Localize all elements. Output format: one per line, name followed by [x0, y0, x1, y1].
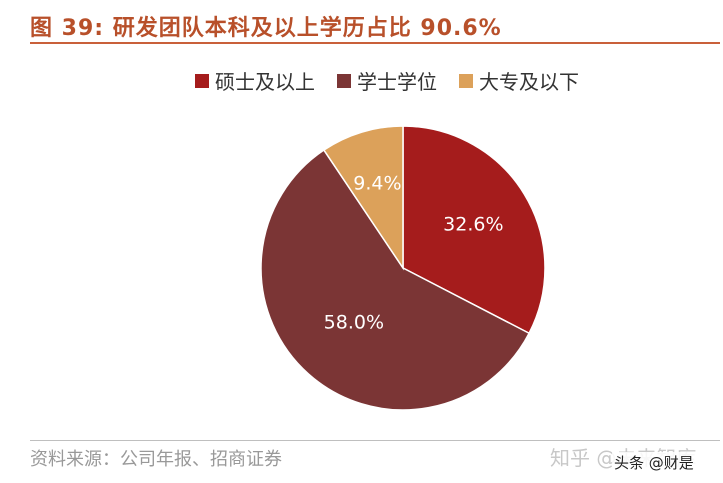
- watermark-toutiao: 头条 @财是: [612, 452, 696, 473]
- legend-item-masters: 硕士及以上: [195, 66, 315, 95]
- slice-label-college: 9.4%: [353, 172, 401, 194]
- slice-label-bachelors: 58.0%: [324, 312, 384, 334]
- legend-swatch-masters: [195, 73, 209, 88]
- legend-item-college: 大专及以下: [459, 66, 579, 95]
- slice-label-masters: 32.6%: [443, 214, 503, 236]
- slice-masters: [402, 125, 546, 335]
- chart-title: 图 39: 研发团队本科及以上学历占比 90.6%: [30, 16, 502, 41]
- source-note: 资料来源：公司年报、招商证券: [30, 449, 282, 470]
- title-divider: [30, 42, 720, 44]
- legend-label-masters: 硕士及以上: [215, 70, 315, 94]
- legend: 硕士及以上 学士学位 大专及以下: [195, 66, 579, 95]
- slice-bachelors: [260, 149, 531, 411]
- source-divider: [30, 440, 720, 441]
- legend-swatch-bachelors: [337, 73, 351, 88]
- legend-item-bachelors: 学士学位: [337, 66, 437, 95]
- legend-label-college: 大专及以下: [479, 70, 579, 94]
- legend-label-bachelors: 学士学位: [357, 70, 437, 94]
- legend-swatch-college: [459, 73, 473, 88]
- slice-college: [322, 125, 404, 271]
